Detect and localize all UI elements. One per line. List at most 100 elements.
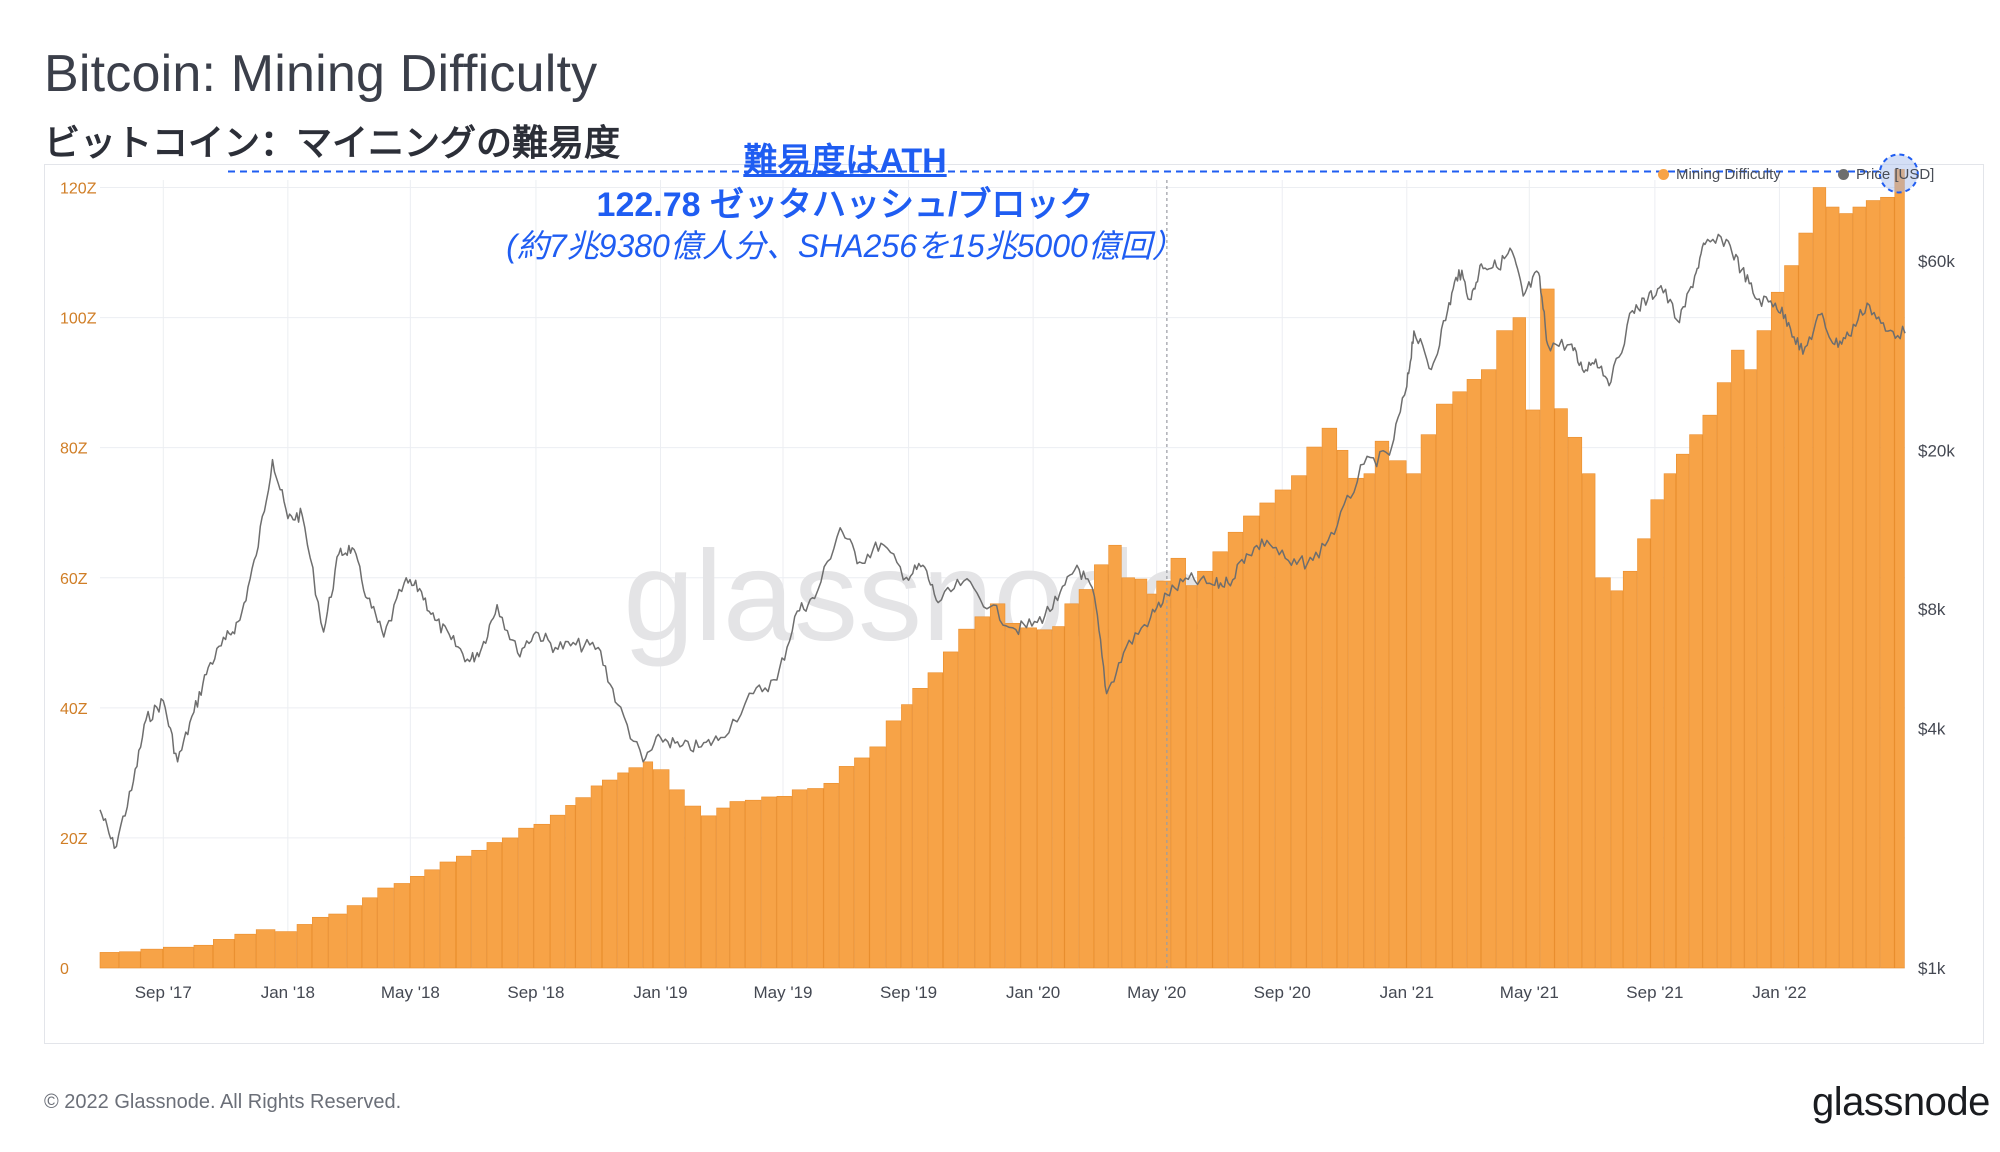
difficulty-bar (1880, 196, 1895, 969)
x-tick-label: Sep '20 (1254, 983, 1311, 1002)
legend-label-difficulty: Mining Difficulty (1676, 166, 1781, 183)
y-left-tick-label: 60Z (60, 571, 88, 588)
difficulty-bar (1005, 622, 1021, 969)
difficulty-bar (1731, 349, 1745, 969)
difficulty-bar (1512, 317, 1526, 969)
x-tick-label: Jan '19 (633, 983, 687, 1002)
difficulty-bar (213, 939, 235, 969)
difficulty-bar (410, 875, 425, 969)
difficulty-bar (1452, 391, 1467, 969)
difficulty-bar (1852, 206, 1866, 969)
difficulty-bar (1798, 232, 1813, 969)
difficulty-bar (1134, 578, 1148, 969)
difficulty-bar (377, 887, 394, 969)
difficulty-bar (1582, 473, 1596, 969)
difficulty-bar (1227, 531, 1244, 969)
legend-item-price[interactable]: Price [USD] (1838, 166, 1934, 183)
legend-label-price: Price [USD] (1856, 166, 1935, 183)
difficulty-bar (393, 883, 411, 969)
difficulty-bar (1481, 369, 1497, 969)
difficulty-bar (590, 785, 603, 969)
difficulty-bar (1689, 434, 1703, 969)
x-axis-ticks: Sep '17 Jan '18 May '18 Sep '18 Jan '19 May '… (135, 983, 1807, 1002)
footer-copyright: © 2022 Glassnode. All Rights Reserved. (44, 1091, 402, 1113)
difficulty-bar (1259, 502, 1275, 969)
difficulty-bar (1274, 489, 1292, 969)
difficulty-bar (1650, 499, 1664, 969)
y-left-tick-label: 100Z (60, 311, 97, 328)
y-right-tick-label: $20k (1918, 442, 1955, 461)
difficulty-bar (275, 931, 297, 969)
difficulty-bar (424, 869, 440, 969)
difficulty-bar (989, 603, 1006, 969)
legend-item-difficulty[interactable]: Mining Difficulty (1658, 166, 1781, 183)
difficulty-bar (1784, 265, 1799, 969)
difficulty-bar (1121, 577, 1135, 969)
difficulty-bar (1406, 473, 1421, 969)
difficulty-bar (942, 651, 959, 969)
difficulty-bar (140, 948, 163, 969)
difficulty-bar (901, 704, 913, 969)
difficulty-bar (1540, 288, 1555, 969)
difficulty-bar (346, 905, 363, 969)
difficulty-bar (1525, 409, 1541, 969)
difficulty-bar (1147, 593, 1157, 969)
y-right-tick-label: $60k (1918, 252, 1955, 271)
difficulty-bar (1865, 200, 1881, 969)
x-tick-label: Sep '19 (880, 983, 937, 1002)
difficulty-bar (471, 849, 487, 969)
difficulty-bar (1826, 206, 1840, 969)
difficulty-bar (518, 827, 534, 969)
difficulty-bar (533, 823, 550, 969)
difficulty-bar (885, 720, 902, 969)
difficulty-bar (1306, 446, 1322, 969)
difficulty-bar (1243, 515, 1260, 969)
difficulty-bar (193, 944, 214, 969)
difficulty-bar (255, 929, 276, 969)
difficulty-bar (1064, 603, 1079, 969)
difficulty-bar (974, 616, 990, 969)
difficulty-bar (328, 913, 347, 969)
y-right-tick-label: $1k (1918, 959, 1946, 978)
difficulty-bar (791, 789, 808, 969)
difficulty-bar (958, 628, 975, 969)
y-right-tick-label: $8k (1918, 600, 1946, 619)
x-tick-label: Jan '18 (261, 983, 315, 1002)
glassnode-logo: glassnode (1812, 1080, 1990, 1124)
difficulty-bar (838, 766, 855, 969)
difficulty-bar (1170, 557, 1186, 969)
x-tick-label: Jan '22 (1752, 983, 1806, 1002)
y-left-tick-label: 40Z (60, 701, 88, 718)
difficulty-bar (1770, 291, 1785, 969)
difficulty-bar (776, 795, 792, 969)
page-title: Bitcoin: Mining Difficulty (44, 45, 598, 103)
ath-annotation: 難易度はATH 122.78 ゼッタハッシュ/ブロック (約7兆9380億人分、… (445, 144, 1245, 262)
difficulty-bar (1676, 453, 1690, 969)
difficulty-bar (1420, 434, 1437, 969)
difficulty-bar (1185, 585, 1198, 969)
difficulty-bar (1622, 570, 1638, 969)
difficulty-bar (455, 855, 472, 969)
difficulty-bar (1094, 564, 1109, 969)
y-right-tick-label: $4k (1918, 720, 1946, 739)
price-line-series (99, 233, 1906, 850)
difficulty-bar (1337, 449, 1349, 969)
difficulty-bar (312, 916, 329, 969)
difficulty-bar (729, 801, 745, 969)
difficulty-bar (99, 952, 120, 969)
difficulty-bar (1554, 408, 1568, 969)
y-left-tick-label: 20Z (60, 831, 88, 848)
difficulty-bar (628, 767, 643, 969)
difficulty-bar (716, 807, 730, 969)
difficulty-bar (549, 814, 566, 969)
legend-swatch-price (1838, 169, 1849, 180)
difficulty-bar (617, 772, 629, 969)
x-tick-label: Jan '20 (1006, 983, 1060, 1002)
difficulty-bar (362, 897, 378, 969)
difficulty-bar (854, 757, 870, 969)
difficulty-bar (912, 688, 928, 969)
page-subtitle: ビットコイン：マイニングの難易度 (44, 122, 621, 163)
x-tick-label: May '19 (754, 983, 813, 1002)
difficulty-bar (701, 815, 717, 969)
difficulty-bar (744, 799, 762, 969)
